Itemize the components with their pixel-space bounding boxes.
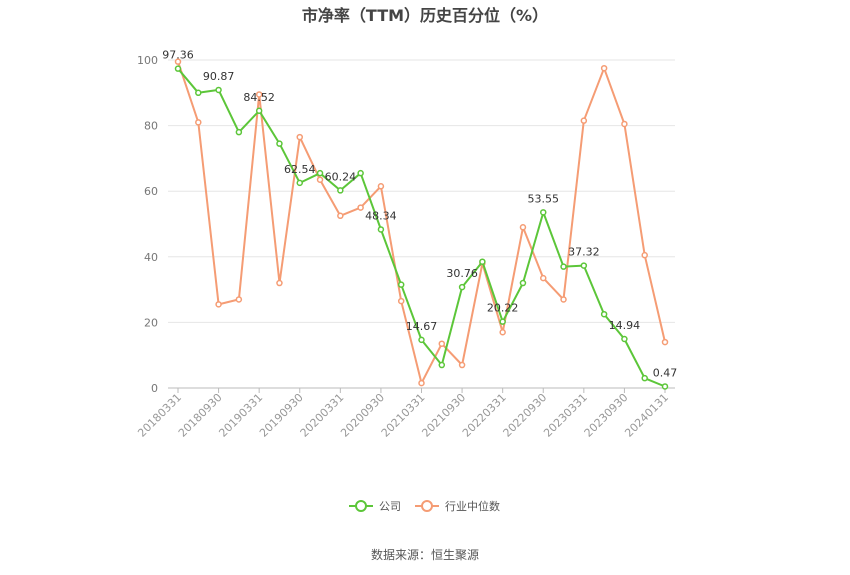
industry-median-point — [255, 91, 263, 98]
y-tick-label: 100 — [137, 54, 158, 67]
industry-median-point — [377, 183, 385, 190]
source-note: 数据来源：恒生聚源 — [371, 547, 479, 562]
company-point — [255, 107, 263, 115]
company-point — [397, 281, 405, 288]
company-point — [519, 279, 527, 287]
company-point — [337, 187, 344, 194]
industry-median-point — [560, 296, 567, 303]
data-label: 14.67 — [406, 320, 438, 333]
legend-label: 公司 — [379, 500, 401, 513]
legend: 公司 行业中位数 — [349, 499, 500, 513]
industry-median-point — [418, 379, 425, 387]
industry-median-point — [276, 279, 283, 287]
data-label: 20.22 — [487, 302, 519, 315]
company-point — [357, 169, 364, 177]
industry-median-point — [195, 119, 202, 126]
data-label: 97.36 — [162, 49, 194, 62]
industry-median-point — [600, 64, 608, 72]
industry-median-point — [540, 274, 547, 282]
company-point — [316, 169, 324, 177]
company-point — [276, 140, 283, 147]
data-label: 84.52 — [243, 91, 275, 104]
industry-median-point — [621, 120, 628, 128]
industry-median-point — [357, 204, 364, 211]
company-point — [418, 336, 425, 344]
data-label: 30.76 — [446, 267, 478, 280]
data-label: 48.34 — [365, 209, 397, 222]
industry-median-point — [519, 224, 527, 231]
industry-median-point — [438, 340, 446, 347]
industry-median-point — [458, 361, 466, 369]
grid-layer — [168, 59, 675, 323]
company-point — [560, 263, 567, 270]
company-point — [540, 209, 547, 216]
industry-median-point — [661, 338, 669, 346]
series-layer — [174, 58, 669, 390]
company-point — [377, 226, 385, 233]
company-point — [600, 310, 608, 318]
company-point — [479, 258, 486, 265]
data-label: 0.47 — [653, 366, 678, 379]
data-label: 37.32 — [568, 246, 600, 259]
industry-median-point — [337, 212, 344, 220]
company-point — [235, 128, 243, 136]
company-point — [296, 179, 303, 187]
industry-median-point — [641, 251, 648, 259]
chart-title: 市净率（TTM）历史百分位（%） — [302, 6, 548, 25]
industry-median-point — [235, 296, 243, 303]
industry-median-point — [499, 328, 506, 336]
data-label-layer: 97.36 90.87 84.52 62.54 60.24 48.34 14.67 30.76… — [162, 49, 677, 380]
data-label: 53.55 — [528, 192, 560, 205]
x-tick-label: 20240131 — [622, 391, 671, 440]
company-point — [195, 89, 202, 97]
industry-median-point — [215, 301, 222, 308]
data-label: 90.87 — [203, 70, 235, 83]
y-tick-label: 20 — [144, 316, 158, 329]
series-line-industry-median — [177, 61, 666, 385]
legend-swatch-marker — [355, 500, 367, 512]
data-label: 14.94 — [609, 319, 641, 332]
legend-swatch-marker — [421, 500, 433, 512]
legend-label: 行业中位数 — [445, 499, 500, 513]
company-point — [580, 262, 588, 269]
industry-median-point — [316, 176, 324, 183]
industry-median-point — [580, 117, 588, 124]
company-point — [661, 383, 669, 390]
y-tick-label: 80 — [144, 120, 158, 133]
company-point — [215, 86, 222, 94]
data-label: 62.54 — [284, 163, 316, 176]
industry-median-point — [296, 133, 303, 141]
company-point — [641, 374, 648, 382]
industry-median-point — [174, 58, 182, 65]
company-point — [174, 65, 182, 72]
y-tick-label: 60 — [144, 185, 158, 198]
data-label: 60.24 — [325, 170, 357, 183]
y-tick-label: 0 — [151, 382, 158, 395]
y-tick-label: 40 — [144, 251, 158, 264]
company-point — [458, 283, 466, 291]
company-point — [438, 361, 446, 369]
industry-median-point — [397, 297, 405, 305]
company-point — [621, 335, 628, 343]
company-point — [499, 318, 506, 325]
